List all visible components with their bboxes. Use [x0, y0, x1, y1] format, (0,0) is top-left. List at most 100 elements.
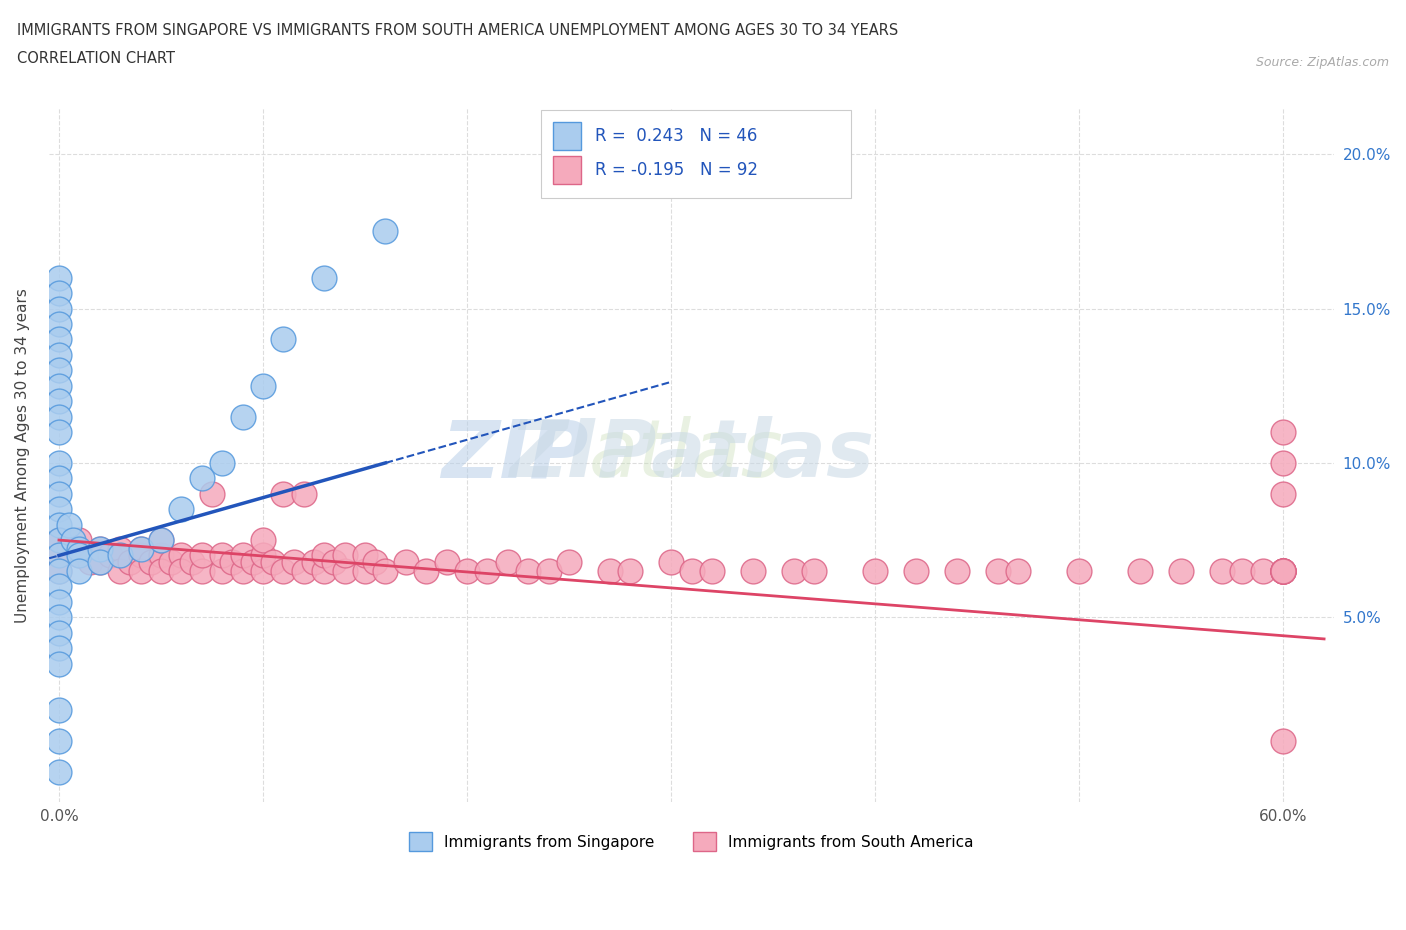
Point	[803, 564, 825, 578]
Point	[48, 393, 70, 408]
Point	[374, 564, 396, 578]
Point	[67, 542, 90, 557]
Point	[129, 548, 152, 563]
Point	[48, 548, 70, 563]
Point	[558, 554, 581, 569]
Point	[1272, 564, 1295, 578]
Text: Source: ZipAtlas.com: Source: ZipAtlas.com	[1256, 56, 1389, 69]
Point	[48, 348, 70, 363]
Point	[1007, 564, 1029, 578]
Point	[48, 409, 70, 424]
Point	[89, 542, 111, 557]
Point	[232, 409, 254, 424]
Point	[48, 764, 70, 779]
Point	[48, 548, 70, 563]
Point	[48, 578, 70, 593]
Point	[48, 517, 70, 532]
Point	[252, 379, 274, 393]
Point	[48, 286, 70, 300]
Text: atlas: atlas	[589, 417, 783, 494]
Point	[221, 554, 243, 569]
Point	[252, 548, 274, 563]
Point	[48, 733, 70, 748]
Point	[232, 548, 254, 563]
Point	[292, 564, 315, 578]
Point	[48, 533, 70, 548]
Point	[139, 554, 162, 569]
Point	[496, 554, 519, 569]
Point	[48, 332, 70, 347]
Point	[67, 533, 90, 548]
Point	[283, 554, 305, 569]
Point	[232, 564, 254, 578]
Point	[374, 224, 396, 239]
Point	[1272, 564, 1295, 578]
Text: R = -0.195   N = 92: R = -0.195 N = 92	[595, 161, 758, 179]
Point	[314, 564, 336, 578]
Point	[191, 471, 214, 485]
Point	[273, 564, 295, 578]
Point	[129, 542, 152, 557]
Point	[149, 533, 172, 548]
Legend: Immigrants from Singapore, Immigrants from South America: Immigrants from Singapore, Immigrants fr…	[404, 827, 980, 857]
Point	[48, 625, 70, 640]
Point	[395, 554, 418, 569]
Point	[477, 564, 499, 578]
Point	[48, 533, 70, 548]
Point	[1170, 564, 1192, 578]
Point	[314, 271, 336, 286]
Point	[62, 533, 84, 548]
Point	[48, 486, 70, 501]
Point	[129, 564, 152, 578]
Point	[1272, 564, 1295, 578]
Point	[170, 548, 193, 563]
Point	[700, 564, 723, 578]
Point	[252, 564, 274, 578]
Point	[1272, 486, 1295, 501]
Point	[1129, 564, 1152, 578]
Point	[98, 548, 121, 563]
Point	[302, 554, 325, 569]
Point	[108, 548, 131, 563]
Point	[456, 564, 478, 578]
Point	[599, 564, 621, 578]
Point	[48, 316, 70, 331]
Point	[211, 564, 233, 578]
Point	[108, 564, 131, 578]
Point	[1272, 733, 1295, 748]
Point	[1272, 564, 1295, 578]
Point	[67, 548, 90, 563]
Point	[48, 594, 70, 609]
Point	[314, 548, 336, 563]
Point	[1069, 564, 1091, 578]
Point	[292, 486, 315, 501]
Point	[89, 554, 111, 569]
Point	[48, 641, 70, 656]
Point	[160, 554, 183, 569]
Point	[273, 486, 295, 501]
Point	[48, 301, 70, 316]
Point	[67, 564, 90, 578]
Point	[1272, 456, 1295, 471]
Point	[1272, 564, 1295, 578]
Point	[333, 564, 356, 578]
Point	[79, 554, 101, 569]
Point	[741, 564, 763, 578]
Point	[191, 548, 214, 563]
Point	[170, 564, 193, 578]
Point	[782, 564, 804, 578]
Point	[58, 517, 80, 532]
Point	[191, 564, 214, 578]
Point	[48, 502, 70, 517]
Point	[537, 564, 560, 578]
Point	[48, 471, 70, 485]
Point	[273, 332, 295, 347]
Point	[201, 486, 224, 501]
Point	[89, 542, 111, 557]
Point	[354, 564, 377, 578]
Point	[149, 548, 172, 563]
Point	[1211, 564, 1233, 578]
Point	[149, 564, 172, 578]
Point	[48, 425, 70, 440]
Point	[48, 564, 70, 578]
